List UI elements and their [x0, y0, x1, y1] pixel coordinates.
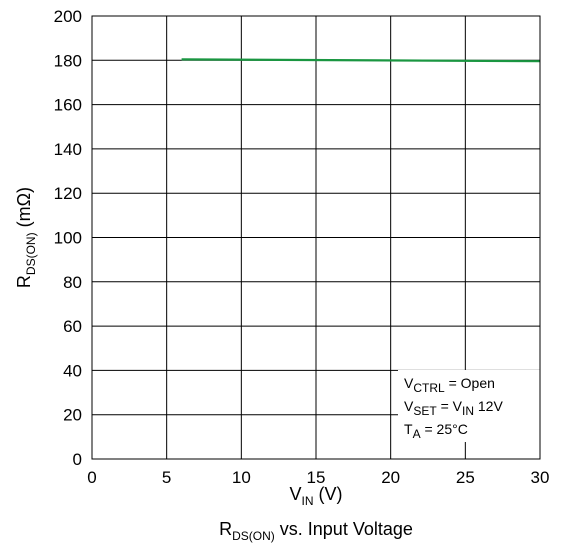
- x-tick-label: 30: [531, 468, 550, 487]
- x-axis-label: VIN (V): [289, 484, 342, 508]
- chart-caption: RDS(ON) vs. Input Voltage: [219, 519, 413, 543]
- condition-subscript: A: [413, 427, 421, 441]
- condition-subscript: SET: [413, 404, 437, 418]
- caption-suffix: vs. Input Voltage: [275, 519, 413, 539]
- caption-main: R: [219, 519, 232, 539]
- x-tick-label: 15: [307, 468, 326, 487]
- x-tick-label: 10: [232, 468, 251, 487]
- condition-line: VCTRL = Open: [404, 375, 495, 395]
- x-axis-label-main: V: [289, 484, 301, 504]
- y-tick-label: 100: [54, 229, 82, 248]
- y-tick-label: 120: [54, 184, 82, 203]
- y-axis-label-suffix: (mΩ): [14, 187, 34, 232]
- condition-line: TA = 25°C: [404, 421, 468, 441]
- y-tick-label: 160: [54, 96, 82, 115]
- condition-text: V: [404, 375, 414, 391]
- condition-subscript: CTRL: [413, 381, 445, 395]
- y-tick-label: 140: [54, 140, 82, 159]
- series-line: [181, 58, 541, 63]
- y-tick-label: 180: [54, 51, 82, 70]
- x-tick-label: 25: [456, 468, 475, 487]
- y-tick-label: 200: [54, 7, 82, 26]
- x-tick-label: 0: [87, 468, 96, 487]
- plot-frame: [91, 15, 541, 460]
- conditions-box: [398, 370, 540, 442]
- series-layer: [181, 58, 541, 63]
- y-tick-labels: 0 20 40 60 80 100 120 140 160 180 200: [54, 7, 82, 469]
- x-tick-label: 20: [381, 468, 400, 487]
- y-axis-label-sub: DS(ON): [24, 232, 38, 275]
- condition-text: T: [404, 421, 413, 437]
- y-axis-label: RDS(ON) (mΩ): [14, 187, 38, 288]
- condition-line: VSET = VIN 12V: [404, 398, 503, 418]
- y-axis-label-main: R: [14, 275, 34, 288]
- condition-text: 12V: [474, 398, 503, 414]
- condition-text: = Open: [445, 375, 495, 391]
- x-axis-label-suffix: (V): [314, 484, 343, 504]
- x-axis-label-sub: IN: [302, 494, 314, 508]
- condition-subscript: IN: [462, 404, 474, 418]
- x-tick-label: 5: [162, 468, 171, 487]
- x-tick-labels: 0 5 10 15 20 25 30: [87, 468, 549, 487]
- condition-text: V: [404, 398, 414, 414]
- caption-sub: DS(ON): [232, 529, 275, 543]
- condition-text: = V: [437, 398, 463, 414]
- y-tick-label: 40: [63, 361, 82, 380]
- y-tick-label: 0: [73, 450, 82, 469]
- condition-text: = 25°C: [421, 421, 468, 437]
- y-tick-label: 60: [63, 317, 82, 336]
- y-tick-label: 20: [63, 406, 82, 425]
- y-tick-label: 80: [63, 273, 82, 292]
